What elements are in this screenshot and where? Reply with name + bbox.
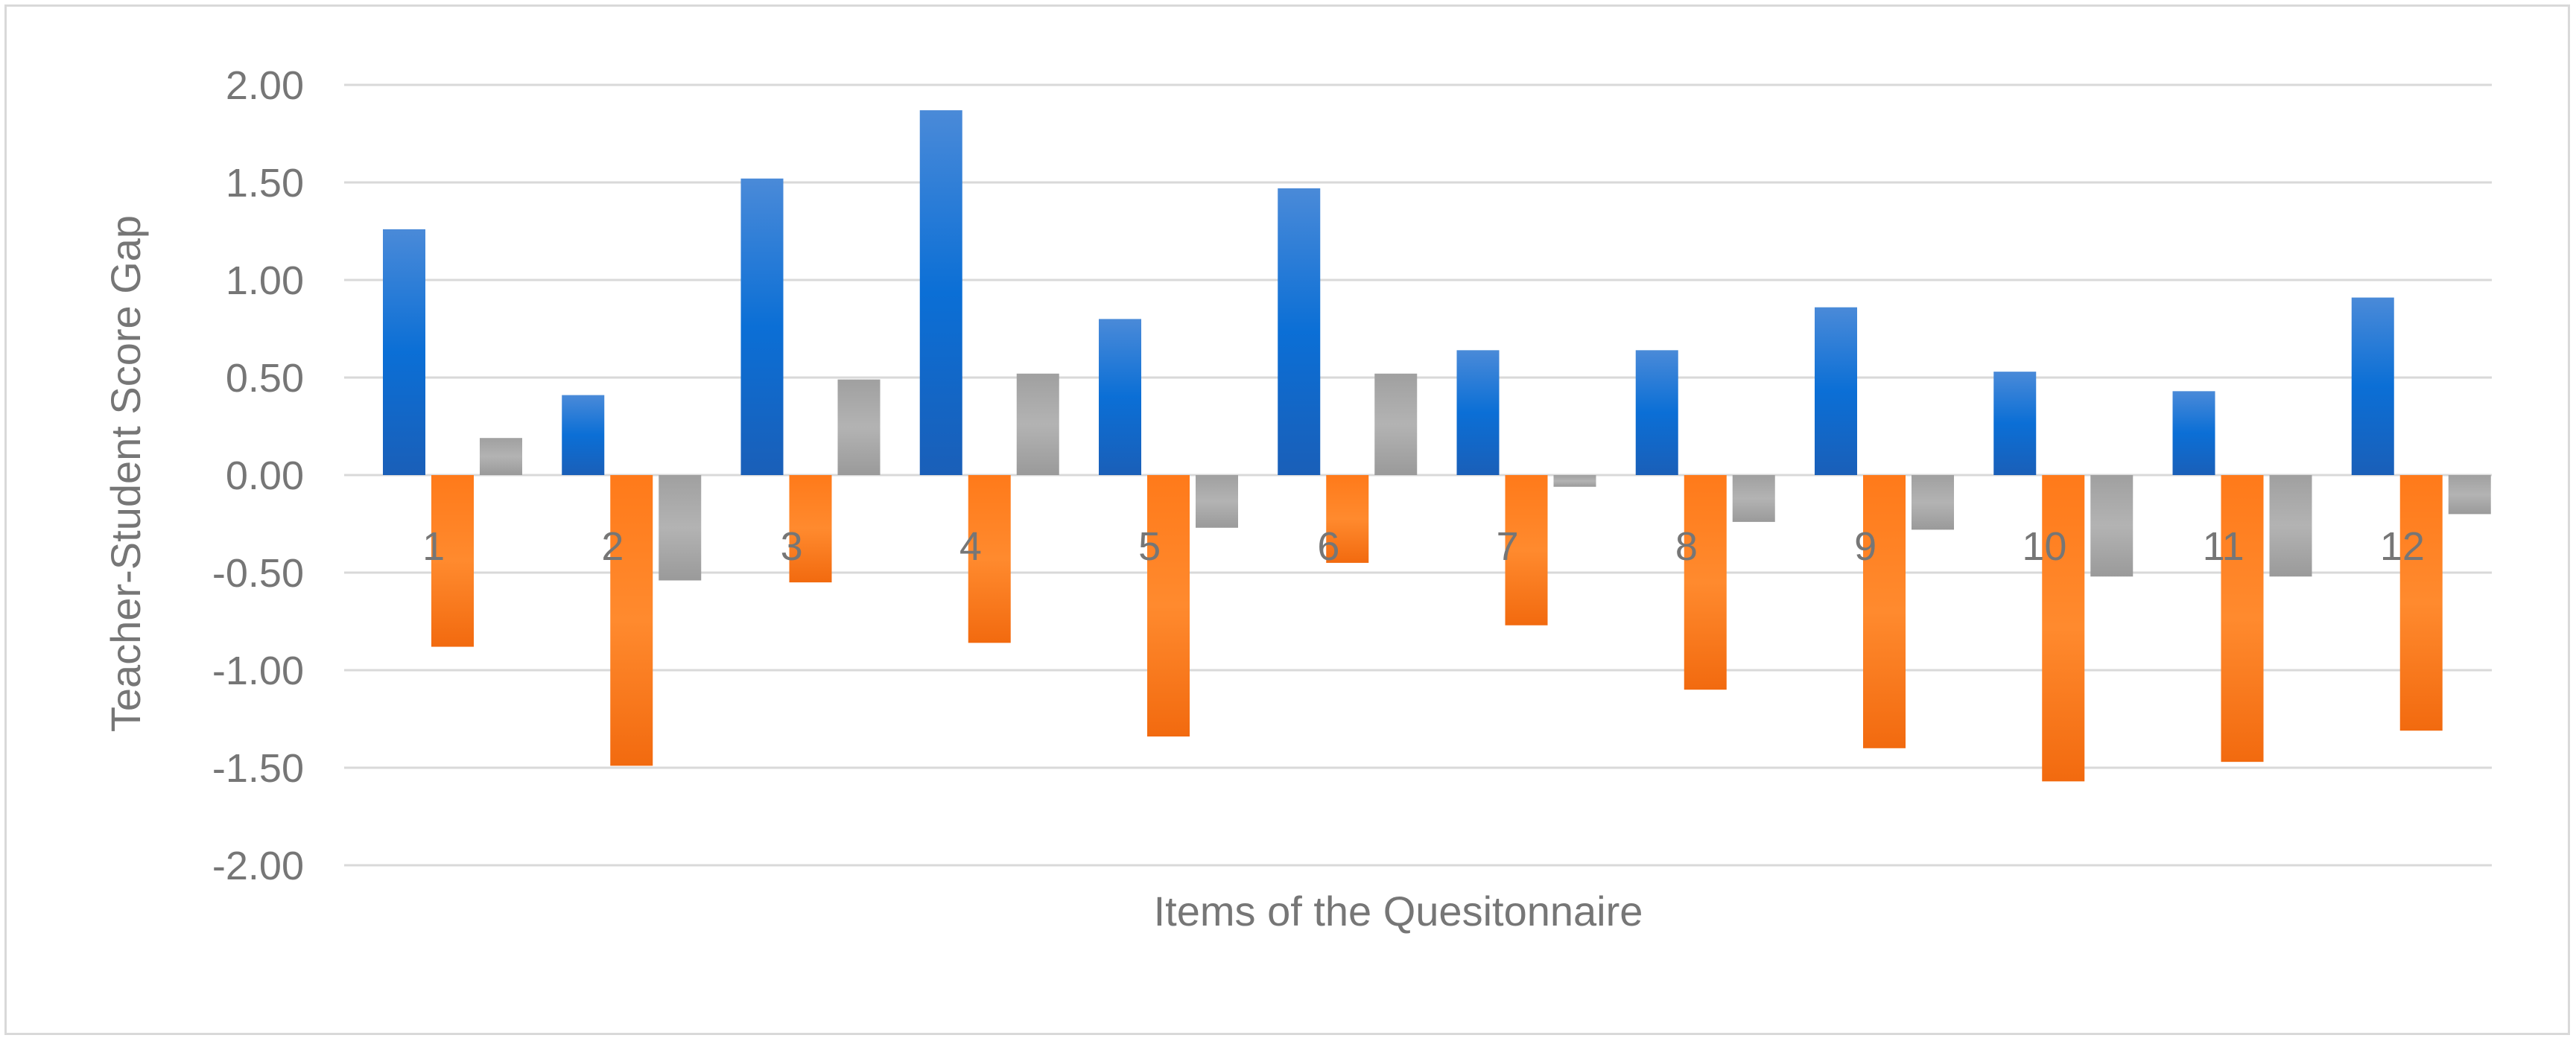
bar-item-4-series-3: [1016, 373, 1059, 475]
bar-item-10-series-3: [2090, 475, 2134, 577]
bar-item-1-series-3: [480, 438, 522, 475]
category-label: 12: [2380, 524, 2425, 569]
bar-item-1-series-1: [383, 229, 425, 475]
category-label: 9: [1854, 524, 1877, 569]
category-label: 3: [781, 524, 803, 569]
bar-item-7-series-3: [1553, 475, 1596, 487]
category-label: 4: [959, 524, 982, 569]
category-labels: 1 2 3 4 5 6 7 8 9 10 11 12: [422, 524, 2425, 569]
bar-item-6-series-3: [1374, 373, 1418, 475]
y-axis-title: Teacher-Student Score Gap: [102, 215, 149, 732]
bar-item-5-series-2: [1147, 475, 1190, 737]
y-tick-label: -0.50: [212, 551, 304, 596]
bar-item-3-series-2: [789, 475, 832, 583]
y-tick-label: 0.00: [226, 453, 304, 498]
bar-item-9-series-2: [1863, 475, 1906, 748]
bar-item-8-series-1: [1635, 350, 1678, 475]
category-label: 1: [422, 524, 445, 569]
y-tick-label: -1.00: [212, 649, 304, 693]
category-label: 5: [1138, 524, 1161, 569]
bar-item-11-series-2: [2221, 475, 2264, 763]
bar-item-2-series-2: [610, 475, 653, 766]
category-label: 2: [601, 524, 624, 569]
bar-item-12-series-1: [2351, 297, 2394, 475]
bar-item-7-series-1: [1456, 350, 1500, 475]
bar-item-2-series-3: [659, 475, 702, 581]
bar-item-12-series-3: [2448, 475, 2491, 515]
bar-item-12-series-2: [2399, 475, 2443, 731]
bar-item-10-series-1: [1993, 372, 2037, 475]
category-label: 8: [1675, 524, 1698, 569]
bar-item-4-series-1: [919, 110, 962, 475]
bars: [383, 110, 2491, 782]
y-tick-label: -2.00: [212, 844, 304, 888]
bar-item-2-series-1: [562, 395, 605, 475]
bar-item-10-series-2: [2042, 475, 2085, 782]
category-label: 11: [2203, 524, 2245, 569]
bar-item-1-series-2: [431, 475, 474, 647]
y-tick-label: 0.50: [226, 356, 304, 401]
bar-item-3-series-1: [740, 178, 784, 475]
bar-item-5-series-3: [1196, 475, 1238, 528]
bar-item-9-series-3: [1912, 475, 1954, 530]
bar-item-5-series-1: [1099, 319, 1141, 475]
bar-item-11-series-3: [2269, 475, 2312, 577]
bar-item-8-series-3: [1732, 475, 1775, 522]
y-tick-label: 1.00: [226, 258, 304, 303]
bar-item-11-series-1: [2172, 391, 2215, 475]
bar-item-8-series-2: [1684, 475, 1727, 690]
x-axis-title: Items of the Quesitonnaire: [1154, 888, 1643, 935]
category-label: 6: [1317, 524, 1339, 569]
bar-item-4-series-2: [968, 475, 1011, 643]
y-tick-label: 1.50: [226, 161, 304, 206]
category-label: 7: [1497, 524, 1519, 569]
gridlines: [344, 83, 2492, 867]
y-tick-label: -1.50: [212, 746, 304, 791]
y-axis-ticks: 2.00 1.50 1.00 0.50 0.00 -0.50 -1.00 -1.50 -2.00: [212, 63, 304, 888]
bar-item-9-series-1: [1815, 307, 1857, 475]
y-tick-label: 2.00: [226, 63, 304, 108]
bar-item-6-series-1: [1278, 188, 1321, 476]
bar-item-3-series-3: [837, 379, 881, 475]
bar-item-7-series-2: [1505, 475, 1548, 625]
bar-item-6-series-2: [1326, 475, 1369, 563]
category-label: 10: [2022, 524, 2066, 569]
